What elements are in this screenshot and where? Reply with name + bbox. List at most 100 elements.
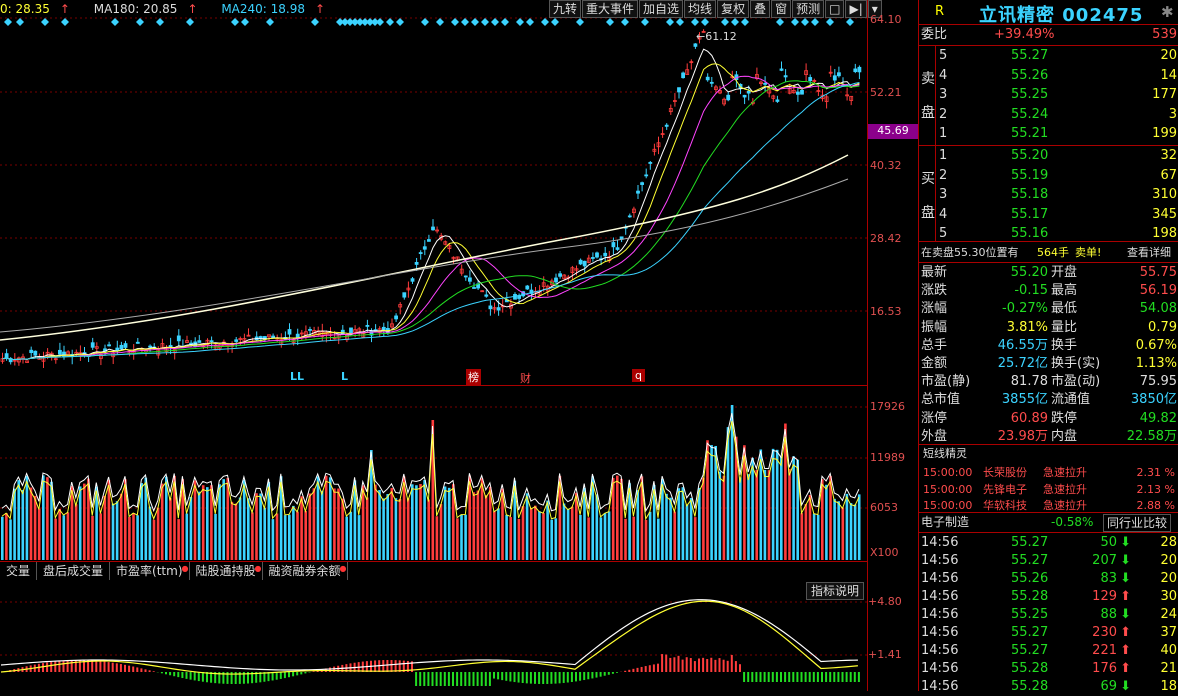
volume-bar [600, 517, 603, 560]
toolbar-button[interactable]: 预测 [792, 0, 824, 18]
macd-bar [727, 661, 729, 672]
candle-body [801, 90, 804, 94]
volume-bar [153, 520, 156, 560]
volume-chart[interactable] [0, 395, 868, 560]
quote-label: 开盘 [1051, 263, 1077, 282]
macd-bar [669, 658, 671, 672]
indicator-tab[interactable]: 陆股通持股● [190, 562, 263, 580]
volume-bar [678, 488, 681, 560]
industry-compare-button[interactable]: 同行业比较 [1103, 514, 1171, 532]
candle-body [764, 83, 767, 84]
toolbar-button[interactable]: 九转 [549, 0, 581, 18]
event-marker[interactable]: L [341, 370, 348, 383]
volume-bar [272, 519, 275, 560]
indicator-explain-button[interactable]: 指标说明 [806, 582, 864, 600]
notice-detail-link[interactable]: 查看详细 [1127, 243, 1171, 262]
macd-bar [661, 654, 663, 672]
toolbar-icon[interactable]: ▶| [845, 0, 866, 18]
macd-bar [477, 672, 479, 686]
gear-icon[interactable]: ✱ [1161, 3, 1174, 21]
tick-count: 30 [1160, 587, 1177, 606]
macd-bar [686, 657, 688, 672]
volume-bar [739, 477, 742, 560]
indicator-tab[interactable]: 市盈率(ttm)● [110, 562, 189, 580]
toolbar-button[interactable]: 均线 [684, 0, 716, 18]
level-volume: 199 [1152, 124, 1177, 143]
quote-label: 总手 [921, 336, 947, 355]
macd-bar [91, 660, 93, 672]
macd-bar [112, 663, 114, 672]
macd-bar [596, 672, 598, 678]
level-volume: 67 [1160, 166, 1177, 185]
volume-bar [690, 498, 693, 560]
event-marker-bang[interactable]: 榜 [466, 369, 481, 385]
event-marker-cai[interactable]: 财 [520, 370, 531, 386]
level-num: 1 [939, 124, 947, 143]
toolbar-button[interactable]: 复权 [717, 0, 749, 18]
quote-value: 75.95 [1140, 372, 1177, 391]
quote-label: 外盘 [921, 427, 947, 446]
volume-bar [464, 515, 467, 560]
volume-bar [239, 497, 242, 560]
event-diamond-icon [311, 18, 319, 26]
volume-bar [313, 488, 316, 560]
indicator-tab[interactable]: 盘后成交量 [37, 562, 110, 580]
tick-volume: 50 [1100, 533, 1117, 552]
kline-chart[interactable] [0, 0, 868, 385]
macd-bar [673, 657, 675, 672]
tick-volume: 83 [1100, 569, 1117, 588]
toolbar-button[interactable]: 窗 [771, 0, 791, 18]
macd-bar [542, 672, 544, 684]
event-marker-q[interactable]: q [632, 369, 645, 382]
quote-value: -0.27% [1002, 299, 1048, 318]
volume-bar [587, 517, 590, 560]
tick-time: 14:56 [921, 551, 958, 570]
tick-count: 21 [1160, 659, 1177, 678]
event-diamond-icon [41, 18, 49, 26]
volume-bar [259, 494, 262, 560]
macd-bar [165, 672, 167, 674]
macd-bar [792, 672, 794, 682]
macd-bar [526, 672, 528, 683]
candle-body [682, 73, 685, 78]
toolbar-button[interactable]: 叠 [750, 0, 770, 18]
tick-count: 20 [1160, 569, 1177, 588]
quote-label: 涨停 [921, 409, 947, 428]
macd-chart[interactable] [0, 580, 868, 691]
volume-bar [186, 514, 189, 560]
candle-body [485, 295, 488, 296]
volume-bar [235, 504, 238, 560]
toolbar-button[interactable]: 加自选 [639, 0, 683, 18]
ma-line [3, 64, 860, 360]
candle-body [784, 76, 787, 77]
toolbar-icon[interactable]: □ [825, 0, 844, 18]
macd-bar [288, 672, 290, 677]
volume-bar [694, 517, 697, 560]
macd-bar [194, 672, 196, 680]
macd-bar [801, 672, 803, 682]
macd-bar [304, 672, 306, 673]
quote-value: 3850亿 [1131, 390, 1177, 409]
event-marker[interactable]: LL [290, 370, 304, 383]
indicator-tab[interactable]: 交量 [0, 562, 37, 580]
candle-body [309, 329, 312, 330]
macd-bar [272, 672, 274, 680]
toolbar-button[interactable]: 重大事件 [582, 0, 638, 18]
macd-bar [776, 672, 778, 682]
volume-bar [817, 515, 820, 560]
indicator-tab[interactable]: 融资融券余额● [263, 562, 348, 580]
macd-bar [665, 655, 667, 672]
volume-bar [251, 512, 254, 560]
